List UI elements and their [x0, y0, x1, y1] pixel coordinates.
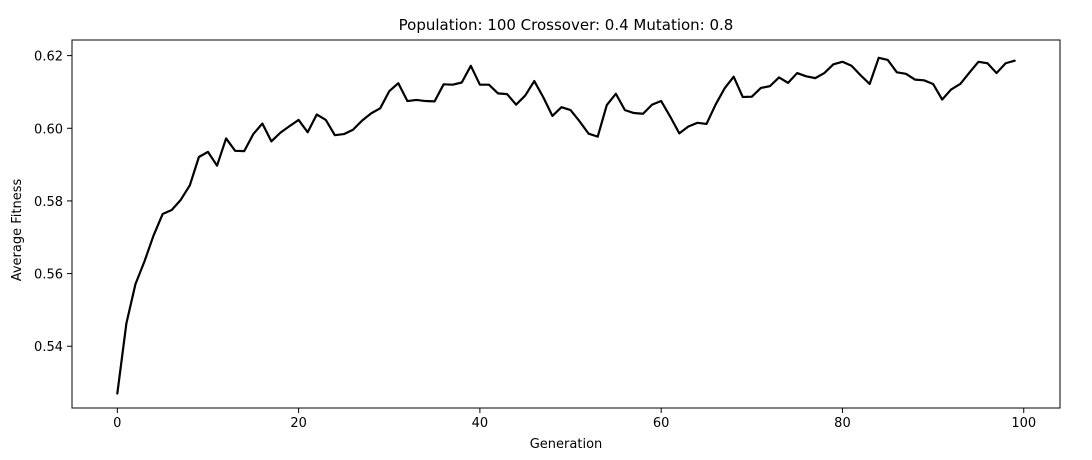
chart-title: Population: 100 Crossover: 0.4 Mutation:…: [399, 16, 734, 34]
y-tick-label: 0.58: [34, 195, 63, 210]
y-axis: 0.54 0.56 0.58 0.60 0.62: [34, 50, 72, 355]
x-tick-label: 20: [290, 416, 307, 431]
x-tick-label: 40: [472, 416, 489, 431]
x-axis: 0 20 40 60 80 100: [113, 408, 1036, 431]
x-tick-label: 80: [834, 416, 851, 431]
y-tick-label: 0.60: [34, 122, 63, 137]
series-line-average-fitness: [116, 56, 1016, 395]
y-tick-label: 0.62: [34, 50, 63, 65]
x-axis-label: Generation: [530, 437, 603, 452]
plot-frame: [71, 39, 1061, 409]
x-tick-label: 100: [1011, 416, 1036, 431]
y-tick-label: 0.54: [34, 340, 63, 355]
y-axis-label: Average Fitness: [10, 179, 25, 282]
y-tick-label: 0.56: [34, 268, 63, 283]
plot-area: [71, 39, 1061, 409]
x-tick-label: 60: [653, 416, 670, 431]
x-tick-label: 0: [113, 416, 121, 431]
